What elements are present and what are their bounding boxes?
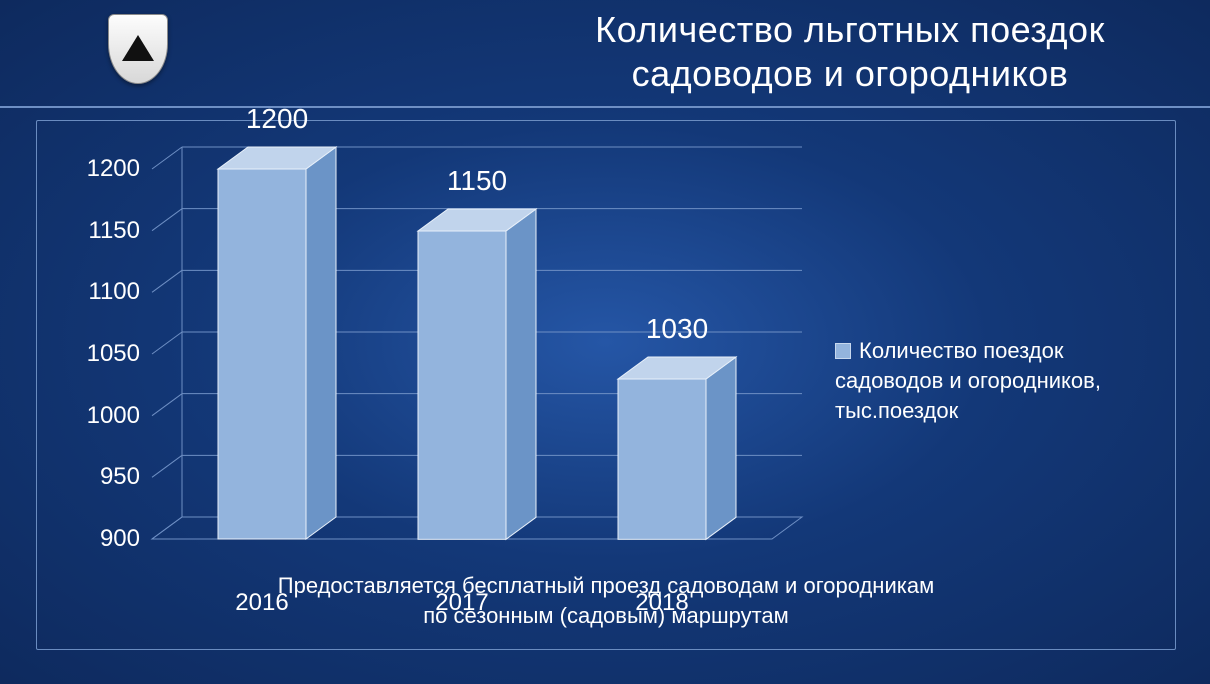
bar-value-label: 1150 bbox=[447, 165, 507, 197]
chart-caption: Предоставляется бесплатный проезд садово… bbox=[37, 571, 1175, 631]
header-divider bbox=[0, 106, 1210, 108]
header: Количество льготных поездок садоводов и … bbox=[0, 0, 1210, 100]
shield-icon bbox=[108, 14, 168, 84]
chart-plot-area: 9009501000105011001150120012002016115020… bbox=[152, 169, 772, 539]
caption-line-1: Предоставляется бесплатный проезд садово… bbox=[278, 573, 934, 598]
chart-bar: 1150 bbox=[418, 209, 536, 539]
bar-value-label: 1030 bbox=[646, 313, 708, 345]
y-tick-label: 1050 bbox=[50, 340, 140, 368]
chart-bar: 1030 bbox=[618, 357, 736, 539]
y-tick-label: 950 bbox=[50, 463, 140, 491]
title-line-2: садоводов и огородников bbox=[632, 53, 1069, 94]
slide: Количество льготных поездок садоводов и … bbox=[0, 0, 1210, 684]
chart-legend: Количество поездок садоводов и огородник… bbox=[835, 336, 1145, 426]
chart-container: 9009501000105011001150120012002016115020… bbox=[36, 120, 1176, 650]
chart-bar: 1200 bbox=[218, 147, 336, 539]
y-tick-label: 1200 bbox=[50, 155, 140, 183]
y-tick-label: 1000 bbox=[50, 402, 140, 430]
title-line-1: Количество льготных поездок bbox=[595, 9, 1105, 50]
y-tick-label: 900 bbox=[50, 525, 140, 553]
y-tick-label: 1100 bbox=[50, 278, 140, 306]
crest-logo bbox=[108, 14, 166, 84]
legend-swatch bbox=[835, 343, 851, 359]
y-tick-label: 1150 bbox=[50, 217, 140, 245]
bar-value-label: 1200 bbox=[246, 103, 308, 135]
triangle-icon bbox=[122, 35, 154, 61]
page-title: Количество льготных поездок садоводов и … bbox=[530, 8, 1170, 96]
caption-line-2: по сезонным (садовым) маршрутам bbox=[423, 603, 789, 628]
legend-text: Количество поездок садоводов и огородник… bbox=[835, 338, 1101, 423]
